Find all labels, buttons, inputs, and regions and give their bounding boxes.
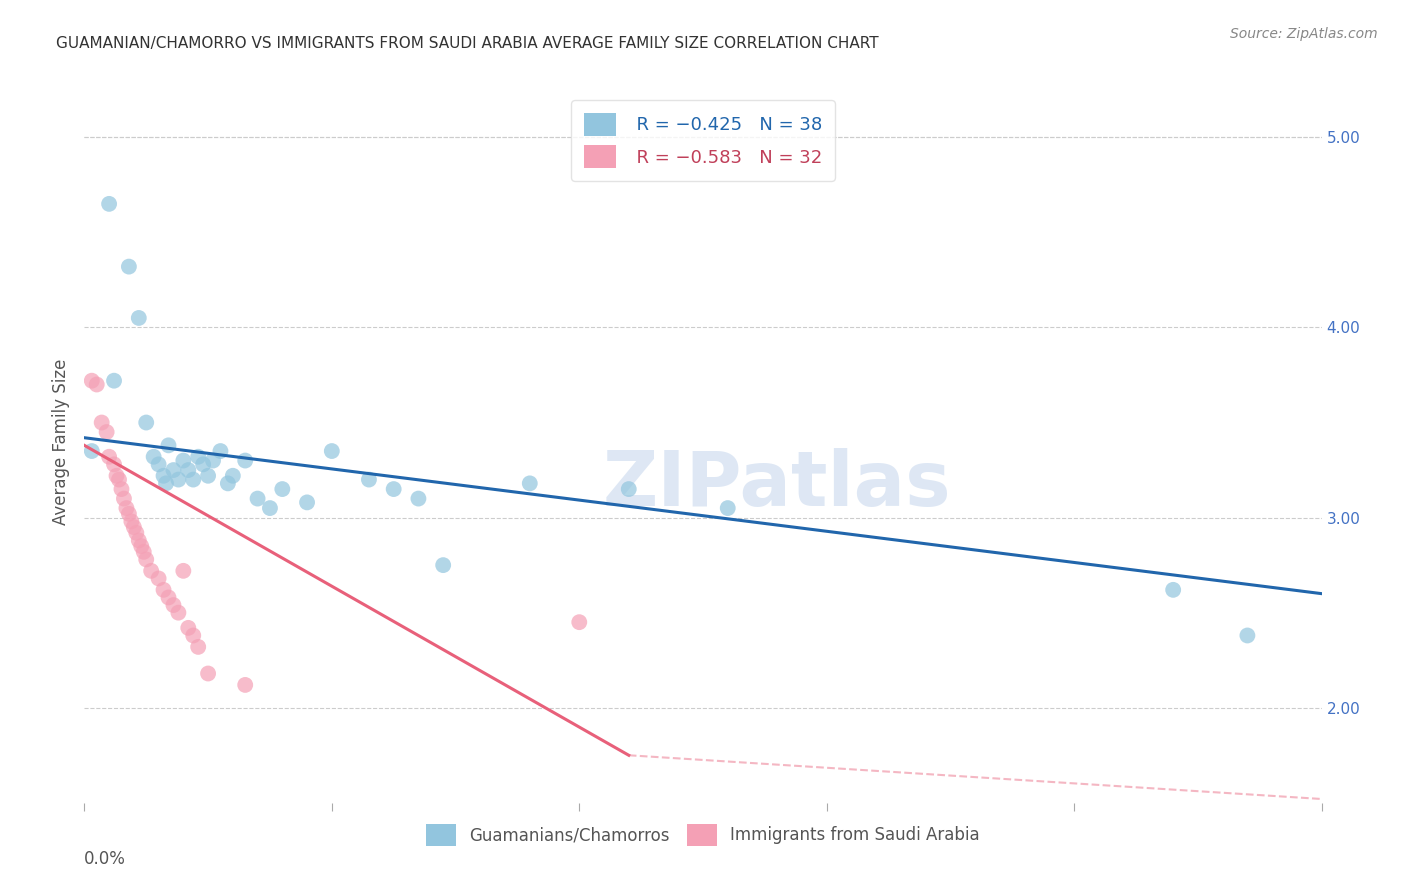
Point (222, 468, 245, 483)
Point (172, 564, 194, 578)
Point (118, 260, 141, 274)
Point (90, 416, 112, 430)
Point (108, 473, 131, 487)
Point (110, 482, 132, 496)
Point (141, 564, 163, 578)
Point (181, 473, 204, 487)
Point (103, 374, 125, 388)
Point (172, 453, 194, 467)
Point (142, 450, 165, 464)
Point (148, 571, 170, 585)
Point (197, 468, 219, 483)
Point (191, 458, 214, 472)
Point (152, 582, 174, 597)
Point (187, 450, 209, 464)
Point (112, 491, 135, 506)
Point (148, 458, 170, 472)
Point (568, 615, 591, 630)
Point (271, 482, 294, 496)
Point (197, 666, 219, 681)
Point (115, 501, 138, 516)
Point (202, 453, 225, 467)
Legend: Guamanians/Chamorros, Immigrants from Saudi Arabia: Guamanians/Chamorros, Immigrants from Sa… (419, 818, 987, 852)
Point (155, 476, 177, 491)
Point (118, 507, 141, 521)
Point (259, 501, 281, 516)
Point (177, 463, 200, 477)
Point (157, 438, 180, 452)
Point (233, 453, 256, 467)
Point (519, 476, 541, 491)
Text: ZIPatlas: ZIPatlas (603, 448, 952, 522)
Point (295, 495, 318, 509)
Point (80, 374, 103, 388)
Point (122, 520, 145, 534)
Point (167, 473, 190, 487)
Point (233, 678, 256, 692)
Point (162, 463, 184, 477)
Point (125, 525, 148, 540)
Point (128, 533, 150, 548)
Point (382, 482, 405, 496)
Point (157, 591, 180, 605)
Point (321, 444, 343, 458)
Point (86, 377, 108, 392)
Point (181, 628, 204, 642)
Point (98, 197, 121, 211)
Point (135, 416, 157, 430)
Point (152, 468, 174, 483)
Point (132, 545, 155, 559)
Y-axis label: Average Family Size: Average Family Size (52, 359, 70, 524)
Point (357, 473, 380, 487)
Point (162, 598, 184, 612)
Text: Source: ZipAtlas.com: Source: ZipAtlas.com (1230, 27, 1378, 41)
Point (80, 444, 103, 458)
Point (167, 606, 190, 620)
Point (135, 552, 157, 566)
Point (209, 444, 232, 458)
Point (128, 310, 150, 325)
Point (98, 450, 121, 464)
Point (717, 501, 740, 516)
Point (432, 558, 454, 573)
Text: 0.0%: 0.0% (84, 850, 127, 868)
Point (187, 640, 209, 654)
Point (96, 425, 118, 439)
Point (103, 458, 125, 472)
Point (617, 482, 640, 496)
Point (1161, 582, 1184, 597)
Text: GUAMANIAN/CHAMORRO VS IMMIGRANTS FROM SAUDI ARABIA AVERAGE FAMILY SIZE CORRELATI: GUAMANIAN/CHAMORRO VS IMMIGRANTS FROM SA… (56, 36, 879, 51)
Point (408, 491, 430, 506)
Point (246, 491, 269, 506)
Point (129, 539, 152, 553)
Point (217, 476, 239, 491)
Point (1236, 628, 1258, 642)
Point (177, 621, 200, 635)
Point (105, 468, 128, 483)
Point (120, 515, 142, 529)
